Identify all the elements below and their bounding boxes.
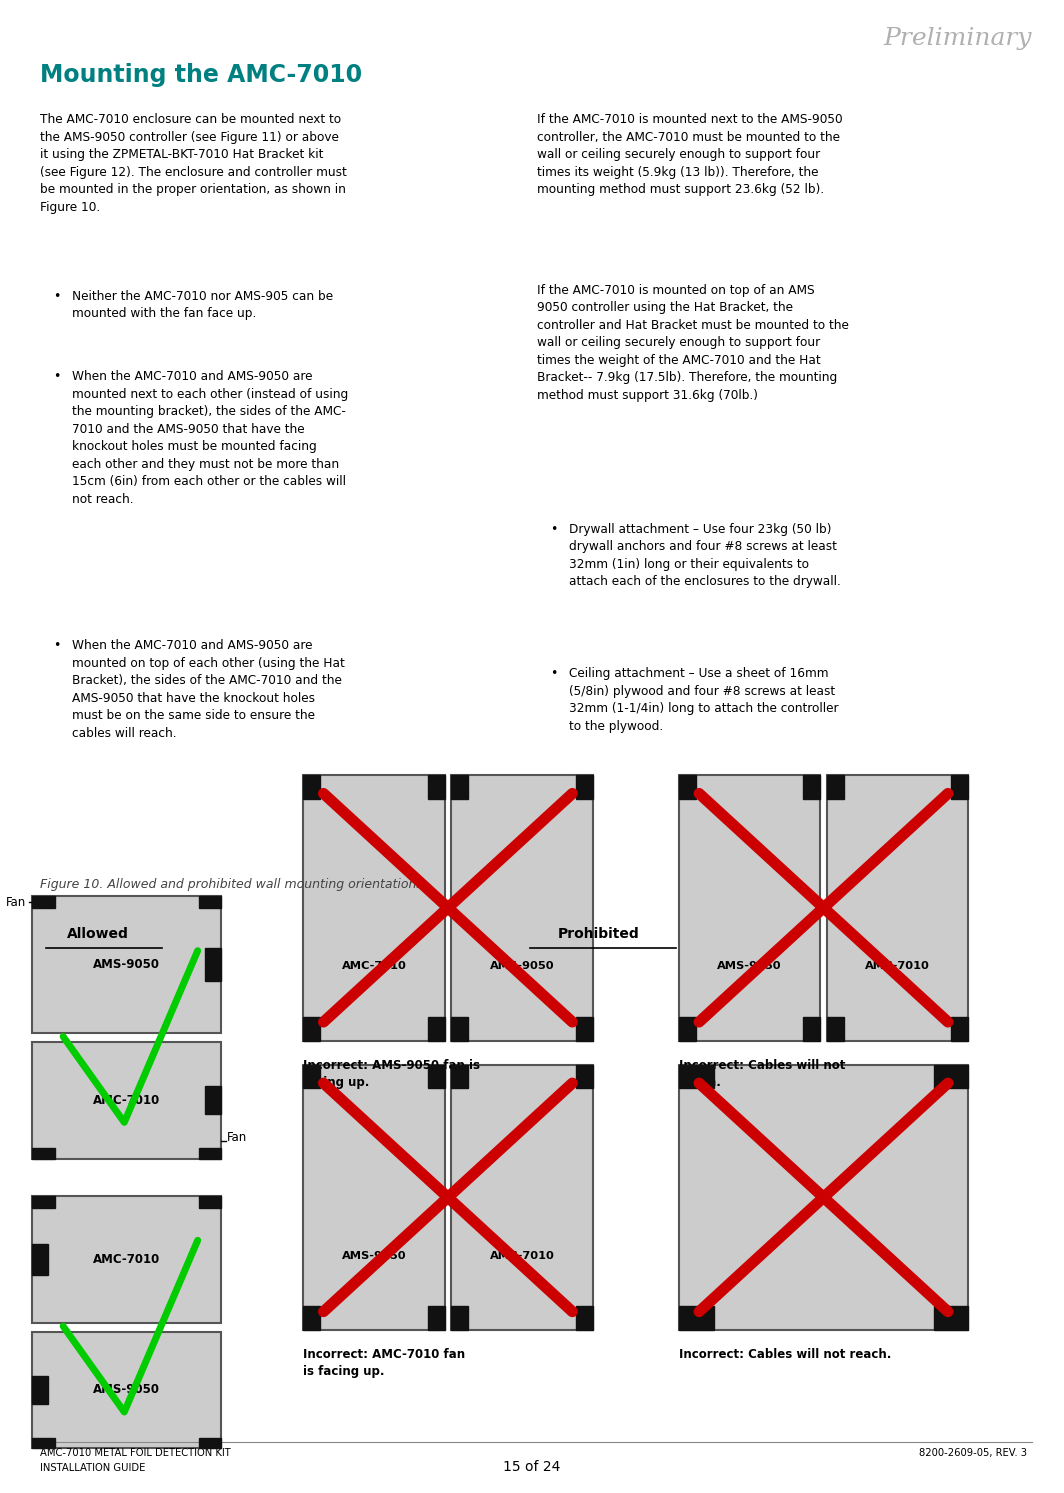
Text: AMC-7010 METAL FOIL DETECTION KIT: AMC-7010 METAL FOIL DETECTION KIT <box>40 1448 231 1459</box>
Bar <box>803 1017 820 1041</box>
Text: AMC-7010: AMC-7010 <box>865 961 930 972</box>
Text: •: • <box>550 523 558 536</box>
Bar <box>576 1306 593 1330</box>
Text: If the AMC-7010 is mounted next to the AMS-9050
controller, the AMC-7010 must be: If the AMC-7010 is mounted next to the A… <box>537 113 843 197</box>
Bar <box>32 1377 48 1403</box>
Bar <box>576 1017 593 1041</box>
Bar <box>827 1017 844 1041</box>
Bar <box>303 1065 320 1088</box>
Bar <box>32 1196 54 1208</box>
Text: AMC-7010: AMC-7010 <box>93 1094 161 1106</box>
Text: 8200-2609-05, REV. 3: 8200-2609-05, REV. 3 <box>918 1448 1027 1459</box>
Text: AMC-7010: AMC-7010 <box>342 961 406 972</box>
Bar <box>32 896 221 1033</box>
Text: Allowed: Allowed <box>67 927 129 941</box>
Bar <box>32 896 54 908</box>
Bar <box>803 775 820 799</box>
Text: Fan: Fan <box>227 1130 247 1144</box>
Text: Incorrect: AMS-9050 fan is
facing up.: Incorrect: AMS-9050 fan is facing up. <box>303 1059 480 1088</box>
Text: Neither the AMC-7010 nor AMS-905 can be
mounted with the fan face up.: Neither the AMC-7010 nor AMS-905 can be … <box>72 290 333 320</box>
Bar <box>199 1196 221 1208</box>
Text: 15 of 24: 15 of 24 <box>503 1460 561 1474</box>
Text: AMS-9050: AMS-9050 <box>342 1251 406 1262</box>
Bar <box>827 775 968 1041</box>
Bar <box>32 1196 221 1323</box>
Text: AMS-9050: AMS-9050 <box>94 1384 160 1396</box>
Bar <box>679 775 820 1041</box>
Bar <box>576 775 593 799</box>
Text: When the AMC-7010 and AMS-9050 are
mounted on top of each other (using the Hat
B: When the AMC-7010 and AMS-9050 are mount… <box>72 639 345 739</box>
Text: When the AMC-7010 and AMS-9050 are
mounted next to each other (instead of using
: When the AMC-7010 and AMS-9050 are mount… <box>72 370 349 506</box>
Bar <box>428 1306 445 1330</box>
Text: Incorrect: Cables will not
reach.: Incorrect: Cables will not reach. <box>679 1059 845 1088</box>
Bar <box>32 1042 221 1159</box>
Text: •: • <box>53 290 61 303</box>
Bar <box>32 1148 54 1159</box>
Bar <box>205 948 221 981</box>
Bar <box>451 775 593 1041</box>
Text: Incorrect: Cables will not reach.: Incorrect: Cables will not reach. <box>679 1348 892 1362</box>
Bar <box>32 1245 48 1275</box>
Bar <box>32 1332 221 1448</box>
Bar <box>951 1017 968 1041</box>
Text: AMS-9050: AMS-9050 <box>489 961 554 972</box>
Text: Ceiling attachment – Use a sheet of 16mm
(5/8in) plywood and four #8 screws at l: Ceiling attachment – Use a sheet of 16mm… <box>569 667 838 733</box>
Bar <box>576 1065 593 1088</box>
Bar <box>32 1438 54 1448</box>
Bar <box>951 775 968 799</box>
Bar <box>303 1017 320 1041</box>
Bar <box>199 1438 221 1448</box>
Text: AMS-9050: AMS-9050 <box>717 961 782 972</box>
Text: Mounting the AMC-7010: Mounting the AMC-7010 <box>40 63 363 87</box>
Text: AMC-7010: AMC-7010 <box>93 1253 161 1266</box>
Text: Fan: Fan <box>6 896 27 909</box>
Text: Prohibited: Prohibited <box>559 927 639 941</box>
Bar <box>451 775 468 799</box>
Bar <box>451 1065 468 1088</box>
Text: Incorrect: AMC-7010 fan
is facing up.: Incorrect: AMC-7010 fan is facing up. <box>303 1348 465 1378</box>
Bar <box>451 1065 593 1330</box>
Bar <box>428 1065 445 1088</box>
Bar <box>933 1065 968 1088</box>
Bar <box>679 1017 696 1041</box>
Text: If the AMC-7010 is mounted on top of an AMS
9050 controller using the Hat Bracke: If the AMC-7010 is mounted on top of an … <box>537 284 849 402</box>
Bar <box>451 1306 468 1330</box>
Text: INSTALLATION GUIDE: INSTALLATION GUIDE <box>40 1463 146 1474</box>
Text: •: • <box>53 370 61 384</box>
Bar <box>205 1087 221 1114</box>
Bar <box>827 775 844 799</box>
Text: •: • <box>550 667 558 681</box>
Text: The AMC-7010 enclosure can be mounted next to
the AMS-9050 controller (see Figur: The AMC-7010 enclosure can be mounted ne… <box>40 113 347 213</box>
Text: Drywall attachment – Use four 23kg (50 lb)
drywall anchors and four #8 screws at: Drywall attachment – Use four 23kg (50 l… <box>569 523 841 588</box>
Bar <box>679 775 696 799</box>
Text: AMC-7010: AMC-7010 <box>489 1251 554 1262</box>
Bar <box>303 775 320 799</box>
Bar <box>451 1017 468 1041</box>
Bar <box>199 1148 221 1159</box>
Text: Preliminary: Preliminary <box>883 27 1032 49</box>
Text: AMS-9050: AMS-9050 <box>94 959 160 970</box>
Text: Figure 10. Allowed and prohibited wall mounting orientations: Figure 10. Allowed and prohibited wall m… <box>40 878 423 891</box>
Bar <box>679 1065 968 1330</box>
Bar <box>679 1065 714 1088</box>
Bar <box>679 1306 714 1330</box>
Bar <box>933 1306 968 1330</box>
Bar <box>303 775 445 1041</box>
Bar <box>303 1306 320 1330</box>
Bar <box>428 775 445 799</box>
Bar <box>303 1065 445 1330</box>
Bar <box>428 1017 445 1041</box>
Text: •: • <box>53 639 61 652</box>
Bar <box>199 896 221 908</box>
